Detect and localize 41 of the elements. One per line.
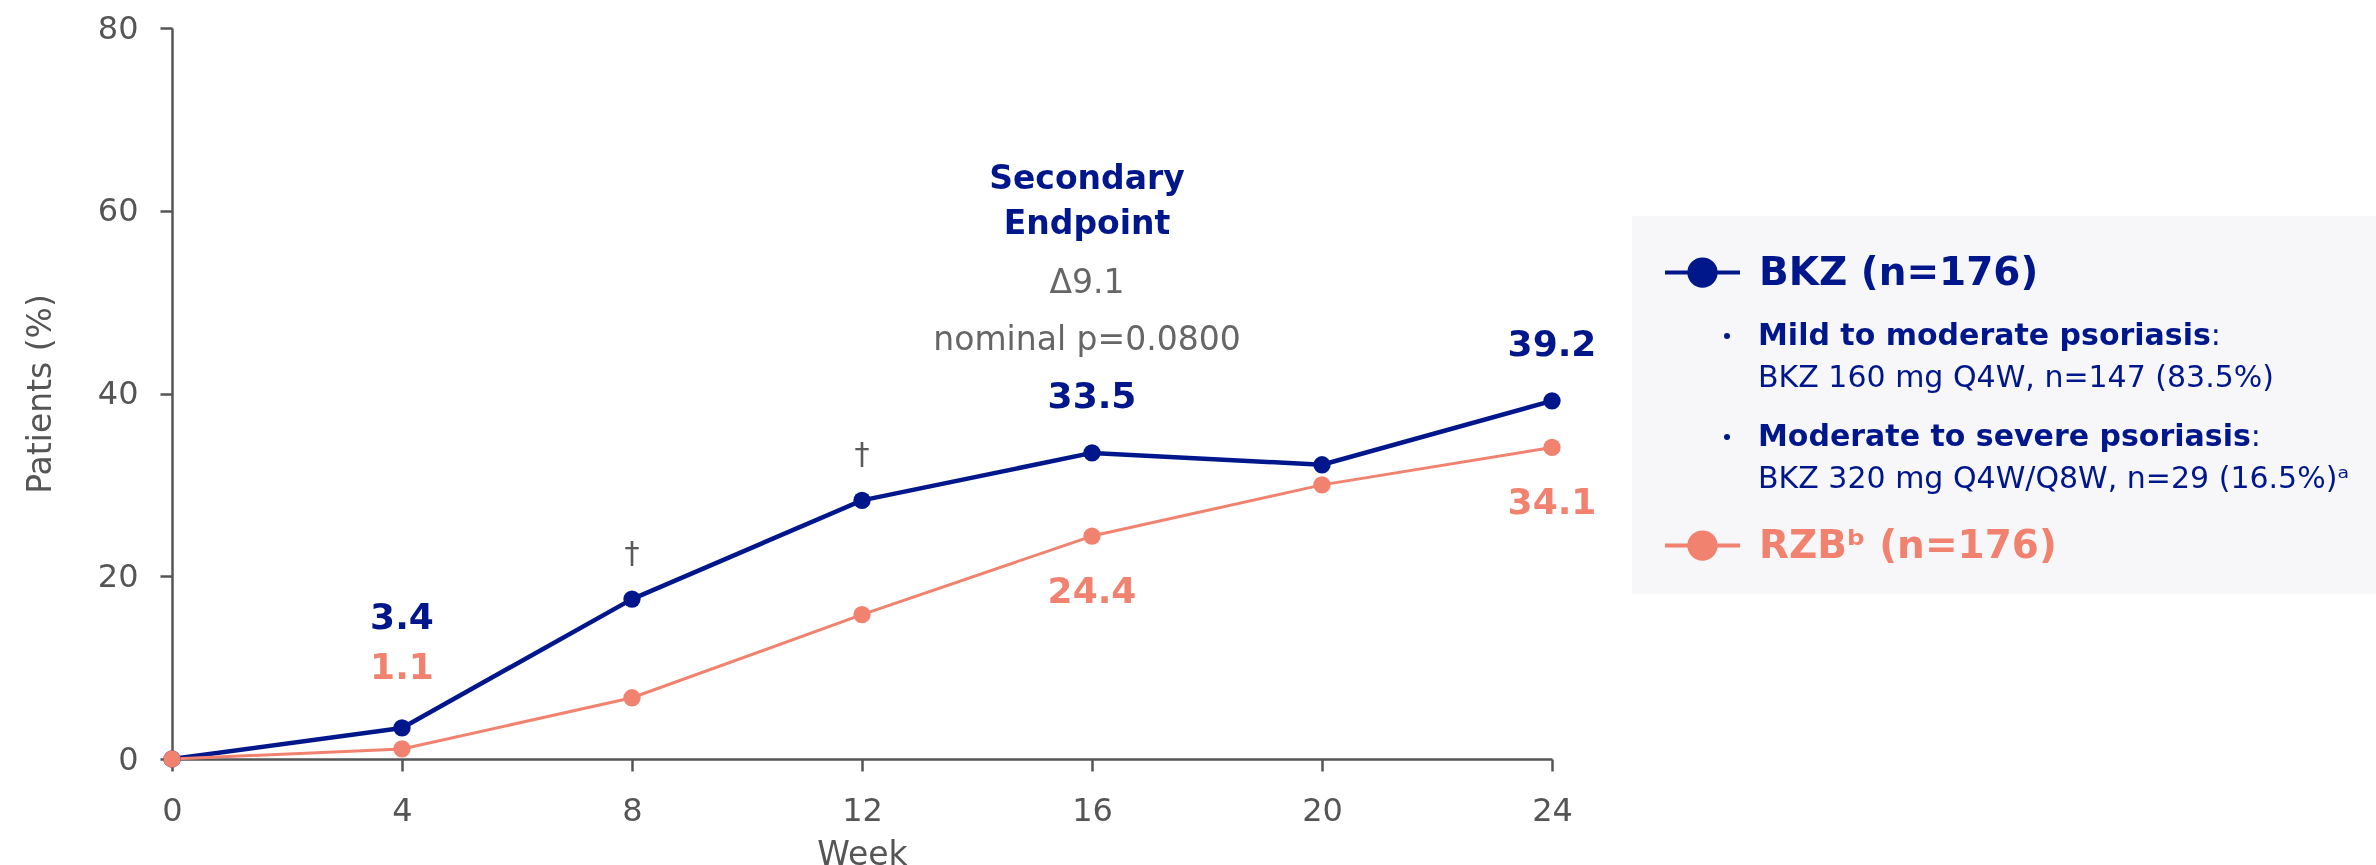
point [1543,392,1561,410]
point [853,605,871,624]
data-label: 39.2 [1507,322,1597,364]
y-tick-label: 40 [97,374,139,412]
x-tick-label: 0 [162,790,183,829]
x-tick-label: 20 [1302,790,1343,829]
x-tick-label: 8 [622,790,643,829]
legend-label: RZBᵇ (n=176) [1759,521,2057,567]
annotation: † [854,436,870,472]
point [1313,456,1331,474]
x-tick-label: 16 [1072,790,1113,829]
data-label: 24.4 [1047,570,1137,612]
annotation: Δ9.1 [1049,262,1125,301]
legend-label: BKZ (n=176) [1759,248,2039,294]
y-tick-label: 20 [97,556,139,595]
point [623,689,641,707]
point [393,740,411,758]
data-label: 3.4 [370,595,434,637]
y-tick-label: 0 [118,739,139,778]
point [1083,527,1101,545]
text: Moderate to severe psoriasis: BKZ 320 mg Q4W/Q8W, n=29 (16.5%)ᵃ [1758,417,2350,497]
point [1083,444,1101,462]
x-tick-label: 12 [842,790,883,829]
point [1543,438,1561,457]
x-axis-title: Week [817,833,909,865]
annotation: nominal p=0.0800 [933,319,1241,358]
data-label: 34.1 [1507,481,1597,523]
data-label: 33.5 [1047,374,1137,416]
y-axis-title: Patients (%) [19,294,59,494]
x-tick-label: 4 [392,790,413,829]
text: Mild to moderate psoriasis: BKZ 160 mg Q4W, n=147 (83.5%) [1758,316,2275,396]
data-label: 1.1 [370,645,434,687]
point [393,719,411,737]
annotation: † [624,535,640,571]
point [853,491,871,510]
x-tick-label: 24 [1532,790,1573,829]
y-tick-label: 60 [97,191,139,230]
annotation: Secondary Endpoint [989,158,1185,242]
point [1313,476,1331,494]
y-tick-label: 80 [97,8,139,47]
point [623,590,641,608]
